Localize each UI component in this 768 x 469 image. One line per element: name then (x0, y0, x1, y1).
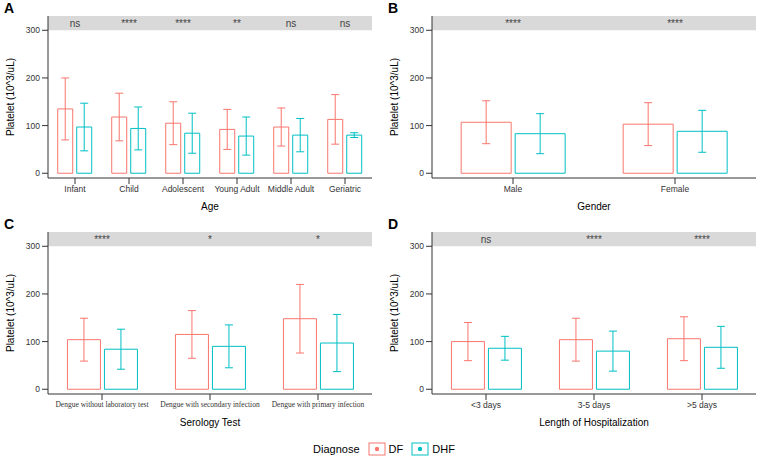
svg-text:Infant: Infant (64, 184, 86, 194)
svg-text:Young Adult: Young Adult (214, 184, 260, 194)
svg-text:0: 0 (35, 168, 40, 178)
svg-text:100: 100 (26, 121, 40, 131)
svg-text:Child: Child (119, 184, 139, 194)
svg-text:200: 200 (26, 73, 40, 83)
svg-text:Length of Hospitalization: Length of Hospitalization (539, 417, 649, 428)
svg-text:Dengue without laboratory test: Dengue without laboratory test (55, 400, 149, 409)
svg-text:300: 300 (26, 25, 40, 35)
svg-text:Adolescent: Adolescent (162, 184, 205, 194)
svg-text:300: 300 (410, 241, 424, 251)
svg-text:*: * (208, 234, 212, 245)
svg-text:Platelet (10^3/uL): Platelet (10^3/uL) (8, 274, 16, 352)
svg-text:*: * (316, 234, 320, 245)
svg-text:200: 200 (410, 289, 424, 299)
svg-text:Serology Test: Serology Test (180, 417, 241, 428)
svg-text:Female: Female (661, 184, 690, 194)
html-text:B: B (388, 0, 399, 16)
svg-text:Geriatric: Geriatric (329, 184, 362, 194)
svg-text:****: **** (175, 18, 191, 29)
svg-text:****: **** (505, 18, 521, 29)
svg-text:Dengue with secondary infectio: Dengue with secondary infection (160, 400, 260, 409)
svg-text:300: 300 (410, 25, 424, 35)
svg-text:****: **** (694, 234, 710, 245)
svg-text:0: 0 (35, 384, 40, 394)
svg-text:ns: ns (286, 18, 297, 29)
svg-text:Male: Male (504, 184, 523, 194)
svg-text:ns: ns (481, 234, 492, 245)
svg-text:Age: Age (201, 201, 219, 212)
svg-text:Platelet (10^3/uL): Platelet (10^3/uL) (389, 58, 400, 136)
svg-text:100: 100 (410, 337, 424, 347)
svg-text:0: 0 (419, 168, 424, 178)
html-text:Diagnose: Diagnose (313, 443, 360, 455)
svg-text:200: 200 (26, 289, 40, 299)
svg-text:Gender: Gender (577, 201, 611, 212)
svg-text:Middle Adult: Middle Adult (268, 184, 315, 194)
svg-text:****: **** (94, 234, 110, 245)
svg-text:<3 days: <3 days (471, 400, 501, 410)
html-text:DF: DF (388, 443, 404, 455)
svg-text:0: 0 (419, 384, 424, 394)
svg-text:Platelet (10^3/uL): Platelet (10^3/uL) (8, 58, 16, 136)
svg-text:200: 200 (410, 73, 424, 83)
svg-text:****: **** (586, 234, 602, 245)
svg-text:****: **** (121, 18, 137, 29)
svg-text:****: **** (667, 18, 683, 29)
svg-text:Dengue with primary infection: Dengue with primary infection (272, 400, 365, 409)
svg-text:3-5 days: 3-5 days (578, 400, 611, 410)
svg-text:300: 300 (26, 241, 40, 251)
html-text:D: D (388, 216, 399, 232)
svg-text:>5 days: >5 days (687, 400, 717, 410)
svg-text:100: 100 (410, 121, 424, 131)
html-text:DHF: DHF (432, 443, 455, 455)
svg-text:ns: ns (340, 18, 351, 29)
svg-text:**: ** (233, 18, 241, 29)
html-text:C: C (4, 216, 15, 232)
svg-text:ns: ns (70, 18, 81, 29)
svg-text:100: 100 (26, 337, 40, 347)
html-text:A: A (4, 0, 15, 16)
svg-text:Platelet (10^3/uL): Platelet (10^3/uL) (389, 274, 400, 352)
